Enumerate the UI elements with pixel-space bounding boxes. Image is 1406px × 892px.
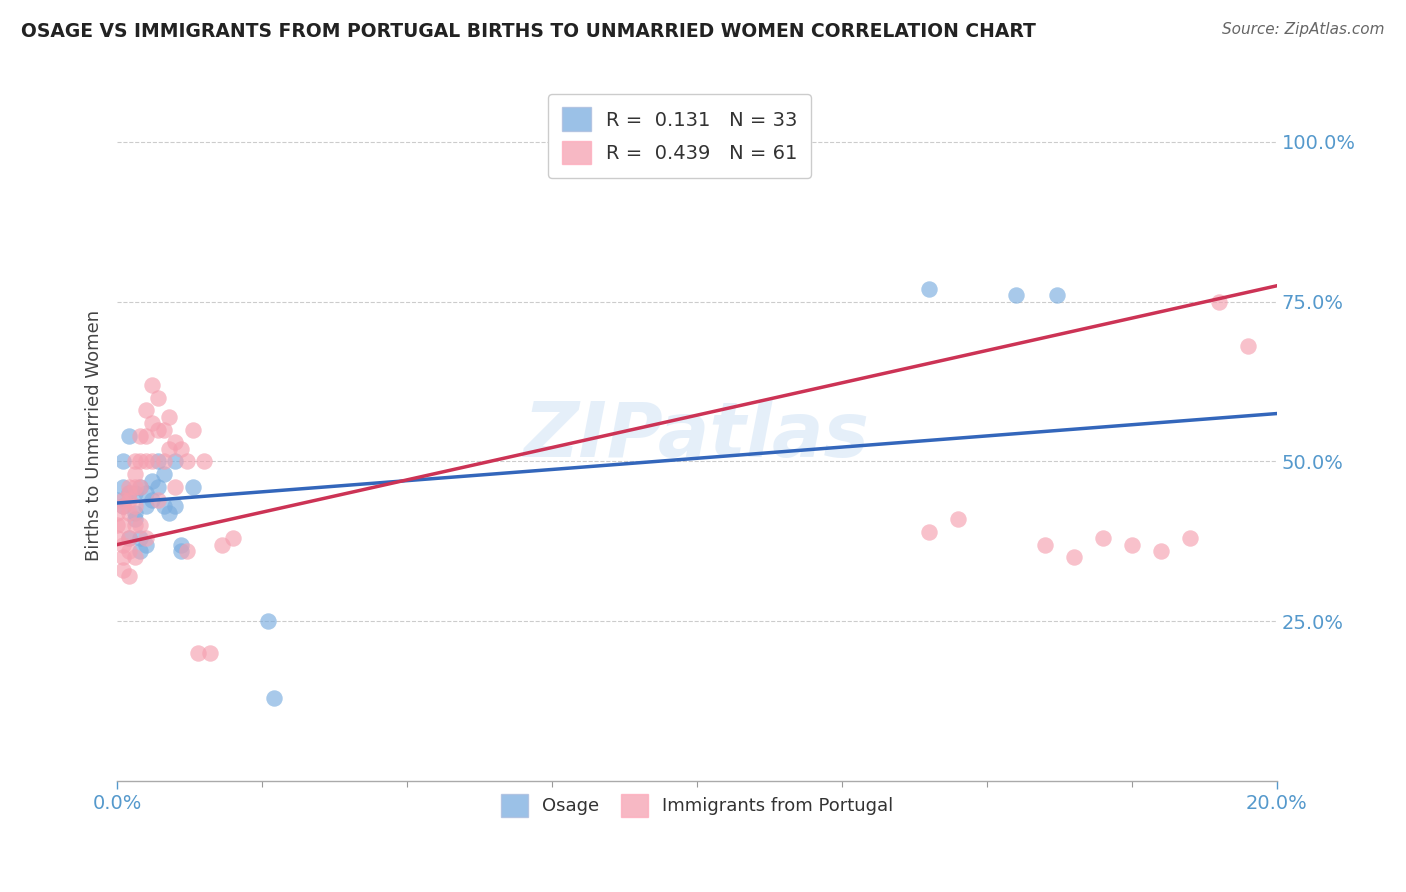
Point — [165, 499, 187, 513]
Point — [118, 429, 141, 443]
Point — [157, 409, 180, 424]
Point — [124, 454, 146, 468]
Point — [141, 416, 163, 430]
Point — [129, 531, 152, 545]
Point — [111, 480, 134, 494]
Text: OSAGE VS IMMIGRANTS FROM PORTUGAL BIRTHS TO UNMARRIED WOMEN CORRELATION CHART: OSAGE VS IMMIGRANTS FROM PORTUGAL BIRTHS… — [21, 22, 1036, 41]
Point — [111, 550, 134, 565]
Point — [141, 474, 163, 488]
Point — [111, 518, 134, 533]
Point — [124, 486, 146, 500]
Point — [118, 531, 141, 545]
Point — [165, 454, 187, 468]
Point — [146, 391, 169, 405]
Point — [187, 646, 209, 660]
Point — [135, 499, 157, 513]
Point — [1005, 288, 1028, 302]
Point — [263, 690, 285, 705]
Point — [135, 531, 157, 545]
Point — [157, 442, 180, 456]
Point — [1150, 544, 1173, 558]
Point — [918, 524, 941, 539]
Point — [141, 492, 163, 507]
Point — [124, 467, 146, 482]
Point — [118, 492, 141, 507]
Point — [118, 486, 141, 500]
Point — [1237, 339, 1260, 353]
Point — [1178, 531, 1201, 545]
Point — [111, 537, 134, 551]
Point — [157, 506, 180, 520]
Point — [135, 486, 157, 500]
Point — [146, 492, 169, 507]
Point — [257, 614, 280, 628]
Point — [1121, 537, 1143, 551]
Point — [165, 480, 187, 494]
Text: Source: ZipAtlas.com: Source: ZipAtlas.com — [1222, 22, 1385, 37]
Text: ZIPatlas: ZIPatlas — [524, 399, 870, 473]
Point — [193, 454, 215, 468]
Point — [918, 282, 941, 296]
Point — [141, 377, 163, 392]
Point — [118, 480, 141, 494]
Point — [146, 480, 169, 494]
Point — [181, 423, 204, 437]
Point — [111, 499, 134, 513]
Point — [118, 531, 141, 545]
Point — [152, 454, 174, 468]
Point — [146, 423, 169, 437]
Point — [124, 506, 146, 520]
Point — [1033, 537, 1056, 551]
Point — [170, 442, 193, 456]
Point — [135, 454, 157, 468]
Point — [129, 429, 152, 443]
Point — [124, 512, 146, 526]
Point — [124, 480, 146, 494]
Point — [111, 454, 134, 468]
Point — [111, 563, 134, 577]
Point — [170, 544, 193, 558]
Point — [176, 454, 198, 468]
Point — [146, 454, 169, 468]
Point — [124, 499, 146, 513]
Point — [152, 499, 174, 513]
Point — [124, 550, 146, 565]
Point — [129, 480, 152, 494]
Y-axis label: Births to Unmarried Women: Births to Unmarried Women — [86, 310, 103, 561]
Point — [105, 518, 128, 533]
Point — [135, 429, 157, 443]
Point — [129, 454, 152, 468]
Point — [118, 486, 141, 500]
Point — [135, 537, 157, 551]
Point — [1046, 288, 1069, 302]
Point — [129, 518, 152, 533]
Point — [165, 435, 187, 450]
Legend: Osage, Immigrants from Portugal: Osage, Immigrants from Portugal — [494, 788, 901, 823]
Point — [198, 646, 221, 660]
Point — [118, 569, 141, 583]
Point — [222, 531, 245, 545]
Point — [1208, 294, 1230, 309]
Point — [118, 544, 141, 558]
Point — [1092, 531, 1115, 545]
Point — [152, 423, 174, 437]
Point — [129, 544, 152, 558]
Point — [141, 454, 163, 468]
Point — [111, 492, 134, 507]
Point — [176, 544, 198, 558]
Point — [135, 403, 157, 417]
Point — [946, 512, 969, 526]
Point — [105, 506, 128, 520]
Point — [129, 480, 152, 494]
Point — [105, 531, 128, 545]
Point — [118, 506, 141, 520]
Point — [111, 499, 134, 513]
Point — [170, 537, 193, 551]
Point — [211, 537, 233, 551]
Point — [1063, 550, 1085, 565]
Point — [105, 492, 128, 507]
Point — [152, 467, 174, 482]
Point — [181, 480, 204, 494]
Point — [124, 518, 146, 533]
